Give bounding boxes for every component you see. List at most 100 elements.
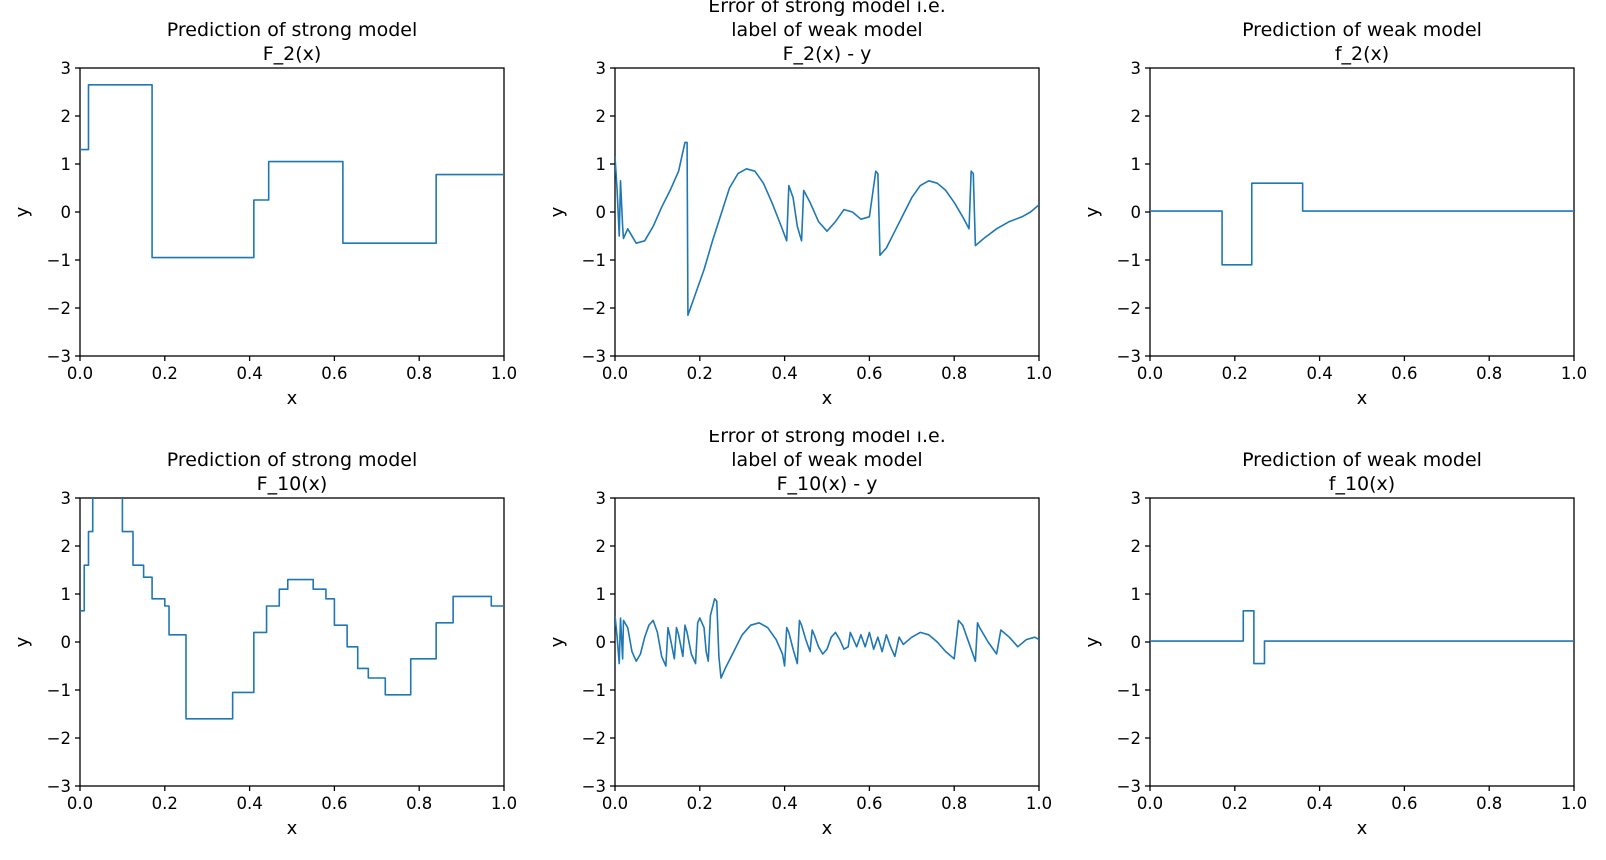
subplot-error-F10-canvas: 0.0 0.2 0.4 0.6 0.8 1.0 −3 −2 −1 0 1 2 3 Error of str… [547, 430, 1052, 839]
subplot-title-line: Prediction of weak model [1242, 449, 1482, 471]
y-tick-label: 3 [596, 489, 607, 508]
subplot-title-line: Prediction of strong model [167, 449, 417, 471]
subplot-weak-model-f2: 0.0 0.2 0.4 0.6 0.8 1.0 −3 −2 −1 0 1 2 3 Prediction o… [1070, 0, 1605, 430]
x-tick-label: 1.0 [491, 794, 517, 813]
x-tick-label: 0.6 [856, 364, 882, 383]
x-tick-label: 0.8 [1476, 794, 1502, 813]
y-tick-label: 2 [596, 537, 607, 556]
x-tick-label: 0.8 [941, 794, 967, 813]
y-tick-label: −1 [1117, 251, 1141, 270]
subplot-title-line: f_2(x) [1335, 43, 1389, 65]
subplot-weak-model-f2-canvas: 0.0 0.2 0.4 0.6 0.8 1.0 −3 −2 −1 0 1 2 3 Prediction o… [1082, 19, 1587, 409]
x-tick-label: 0.4 [771, 364, 797, 383]
y-tick-label: −2 [582, 729, 606, 748]
series-line [615, 598, 1039, 679]
subplot-title-line: F_10(x) - y [777, 473, 878, 495]
axes-box [1149, 67, 1575, 357]
y-tick-label: −3 [1117, 347, 1141, 366]
x-tick-label: 0.6 [321, 794, 347, 813]
x-tick-label: 0.0 [602, 794, 628, 813]
x-tick-label: 0.8 [406, 794, 432, 813]
x-axis-label: x [1357, 388, 1368, 409]
y-tick-label: −3 [47, 347, 71, 366]
y-tick-label: 2 [61, 107, 72, 126]
y-axis-label: y [12, 206, 33, 217]
y-tick-label: −1 [582, 251, 606, 270]
x-tick-label: 1.0 [1561, 364, 1587, 383]
y-tick-label: 2 [1131, 537, 1142, 556]
x-axis-label: x [1357, 818, 1368, 839]
y-tick-label: −3 [582, 777, 606, 796]
y-tick-label: −2 [47, 729, 71, 748]
subplot-error-F10: 0.0 0.2 0.4 0.6 0.8 1.0 −3 −2 −1 0 1 2 3 Error of str… [535, 430, 1070, 860]
y-tick-label: −3 [47, 777, 71, 796]
subplot-strong-model-F2: 0.0 0.2 0.4 0.6 0.8 1.0 −3 −2 −1 0 1 2 3 Prediction o… [0, 0, 535, 430]
subplot-strong-model-F10-canvas: 0.0 0.2 0.4 0.6 0.8 1.0 −3 −2 −1 0 1 2 3 Prediction o… [12, 449, 517, 839]
series-line [1150, 182, 1574, 266]
y-axis-label: y [12, 636, 33, 647]
subplot-title-line: label of weak model [731, 19, 922, 41]
subplot-error-F2: 0.0 0.2 0.4 0.6 0.8 1.0 −3 −2 −1 0 1 2 3 Error of str… [535, 0, 1070, 430]
y-tick-label: 1 [596, 155, 607, 174]
y-axis-label: y [1082, 206, 1103, 217]
y-tick-label: −1 [47, 251, 71, 270]
y-tick-label: 0 [596, 203, 607, 222]
x-tick-label: 0.0 [67, 794, 93, 813]
y-tick-label: 1 [1131, 585, 1142, 604]
x-tick-label: 0.2 [152, 364, 178, 383]
x-tick-label: 1.0 [1026, 364, 1052, 383]
axes-box [79, 497, 505, 787]
y-tick-label: −1 [1117, 681, 1141, 700]
series-line [80, 84, 504, 259]
y-tick-label: 3 [596, 59, 607, 78]
y-tick-label: −1 [47, 681, 71, 700]
subplot-title-line: Error of strong model i.e. [708, 430, 945, 447]
y-tick-label: −3 [1117, 777, 1141, 796]
subplot-title-line: Prediction of strong model [167, 19, 417, 41]
axes-box [614, 67, 1040, 357]
subplot-title-line: F_2(x) - y [783, 43, 872, 65]
y-tick-label: 1 [1131, 155, 1142, 174]
y-tick-label: −1 [582, 681, 606, 700]
x-tick-label: 0.4 [236, 364, 262, 383]
x-tick-label: 0.0 [1137, 794, 1163, 813]
x-tick-label: 0.8 [1476, 364, 1502, 383]
subplot-title-line: label of weak model [731, 449, 922, 471]
series-line [1150, 610, 1574, 665]
subplot-error-F2-canvas: 0.0 0.2 0.4 0.6 0.8 1.0 −3 −2 −1 0 1 2 3 Error of str… [547, 0, 1052, 409]
y-tick-label: −2 [1117, 729, 1141, 748]
y-tick-label: 3 [61, 59, 72, 78]
y-tick-label: 0 [1131, 203, 1142, 222]
x-axis-label: x [287, 388, 298, 409]
x-tick-label: 0.2 [687, 364, 713, 383]
axes-box [1149, 497, 1575, 787]
x-tick-label: 0.4 [1306, 364, 1332, 383]
x-axis-label: x [822, 818, 833, 839]
subplot-strong-model-F10: 0.0 0.2 0.4 0.6 0.8 1.0 −3 −2 −1 0 1 2 3 Prediction o… [0, 430, 535, 860]
subplot-strong-model-F2-canvas: 0.0 0.2 0.4 0.6 0.8 1.0 −3 −2 −1 0 1 2 3 Prediction o… [12, 19, 517, 409]
subplot-title-line: Prediction of weak model [1242, 19, 1482, 41]
y-tick-label: −2 [582, 299, 606, 318]
y-tick-label: 2 [1131, 107, 1142, 126]
x-tick-label: 0.6 [321, 364, 347, 383]
y-tick-label: 0 [61, 203, 72, 222]
y-tick-label: 1 [61, 155, 72, 174]
x-tick-label: 0.2 [687, 794, 713, 813]
y-tick-label: 0 [596, 633, 607, 652]
y-axis-label: y [547, 636, 568, 647]
x-tick-label: 0.8 [406, 364, 432, 383]
x-tick-label: 0.0 [602, 364, 628, 383]
x-tick-label: 0.0 [1137, 364, 1163, 383]
y-tick-label: −2 [47, 299, 71, 318]
y-tick-label: 1 [596, 585, 607, 604]
x-tick-label: 0.6 [1391, 794, 1417, 813]
series-line [80, 498, 504, 720]
x-tick-label: 0.4 [1306, 794, 1332, 813]
y-tick-label: 1 [61, 585, 72, 604]
x-tick-label: 0.0 [67, 364, 93, 383]
axes-box [79, 67, 505, 357]
x-tick-label: 1.0 [1561, 794, 1587, 813]
x-tick-label: 0.2 [1222, 794, 1248, 813]
subplot-title-line: F_2(x) [263, 43, 322, 65]
